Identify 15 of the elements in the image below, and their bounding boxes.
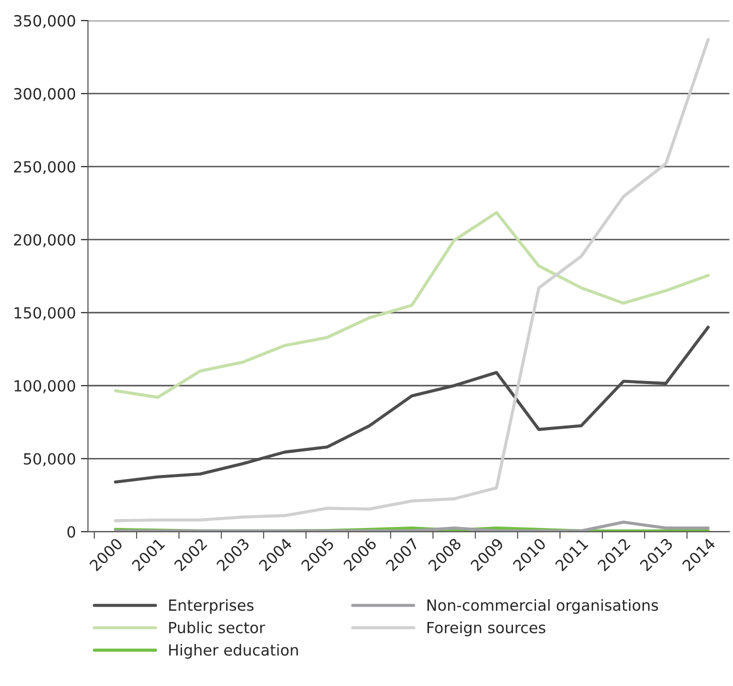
legend-label: Foreign sources <box>427 622 546 636</box>
y-tick-label: 350,000 <box>14 15 76 28</box>
legend-label: Public sector <box>169 622 266 634</box>
legend-label: Enterprises <box>169 599 254 614</box>
y-tick-label: 50,000 <box>24 453 76 466</box>
y-tick-label: 250,000 <box>14 161 76 174</box>
y-tick-label: 300,000 <box>14 88 76 102</box>
line-series <box>114 38 710 522</box>
y-tick-label: 0 <box>67 526 76 538</box>
legend-label: Higher education <box>169 644 298 659</box>
legend-label: Non-commercial organisations <box>427 599 658 614</box>
y-tick-label: 150,000 <box>14 307 76 320</box>
y-tick-label: 200,000 <box>14 234 76 248</box>
y-tick-label: 100,000 <box>14 380 76 394</box>
line-series <box>114 211 710 399</box>
